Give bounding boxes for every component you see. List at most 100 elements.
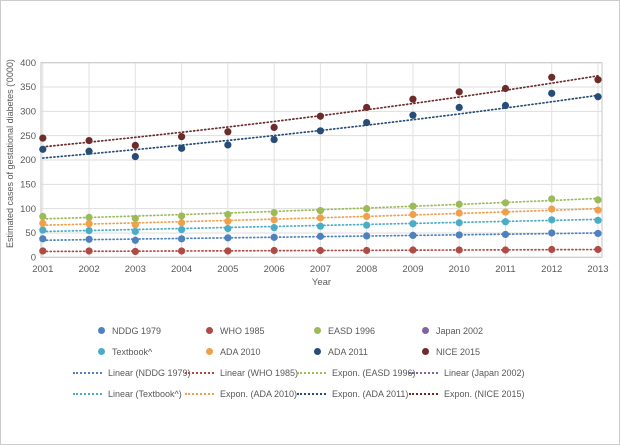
marker-textbook- bbox=[455, 219, 463, 227]
marker-nice-2015 bbox=[178, 133, 186, 141]
x-tick-label: 2007 bbox=[310, 264, 331, 275]
marker-ada-2010 bbox=[224, 217, 232, 225]
y-tick-label: 200 bbox=[20, 155, 36, 166]
marker-nice-2015 bbox=[85, 136, 93, 145]
legend-dot-icon bbox=[98, 327, 105, 334]
marker-easd-1996 bbox=[409, 202, 417, 210]
marker-easd-1996 bbox=[85, 213, 93, 222]
chart-plot-area: 0 50 100 150 200 250 300 350 400 2001 2002 2003 2004… bbox=[20, 58, 608, 275]
marker-who-1985 bbox=[85, 247, 93, 255]
marker-textbook- bbox=[131, 227, 139, 236]
marker-ada-2011 bbox=[270, 135, 278, 144]
y-tick-label: 100 bbox=[20, 204, 36, 215]
marker-nddg-1979 bbox=[455, 231, 463, 239]
marker-nice-2015 bbox=[409, 95, 417, 103]
legend-item-label: Textbook^ bbox=[112, 346, 153, 357]
marker-ada-2010 bbox=[455, 209, 463, 217]
marker-ada-2010 bbox=[131, 221, 139, 229]
marker-nddg-1979 bbox=[224, 234, 232, 242]
legend-item-label: EASD 1996 bbox=[328, 325, 376, 336]
legend-item-nice-2015: NICE 2015 bbox=[422, 345, 530, 358]
marker-easd-1996 bbox=[501, 199, 510, 207]
marker-who-1985 bbox=[224, 247, 232, 255]
x-tick-label: 2004 bbox=[171, 264, 192, 275]
legend-item-expon-ada-2011: Expon. (ADA 2011) bbox=[297, 387, 409, 400]
x-tick-label: 2005 bbox=[217, 264, 238, 275]
legend-item-label: Expon. (ADA 2010) bbox=[220, 388, 298, 399]
marker-nice-2015 bbox=[363, 103, 371, 112]
legend-item-japan-2002: Japan 2002 bbox=[422, 324, 530, 337]
y-tick-label: 0 bbox=[31, 253, 36, 264]
legend-item-expon-nice-2015: Expon. (NICE 2015) bbox=[409, 387, 525, 400]
marker-who-1985 bbox=[270, 246, 278, 255]
marker-who-1985 bbox=[131, 247, 139, 256]
marker-nddg-1979 bbox=[316, 232, 324, 240]
legend-dotted-line-icon bbox=[73, 392, 102, 395]
marker-easd-1996 bbox=[178, 212, 186, 220]
legend-item-label: WHO 1985 bbox=[220, 325, 265, 336]
marker-who-1985 bbox=[501, 246, 510, 254]
y-tick-label: 150 bbox=[20, 180, 36, 191]
x-tick-label: 2003 bbox=[125, 264, 146, 275]
marker-textbook- bbox=[270, 224, 278, 232]
marker-ada-2011 bbox=[85, 147, 93, 155]
marker-textbook- bbox=[316, 222, 324, 230]
legend-item-linear-textbook: Linear (Textbook^) bbox=[73, 387, 185, 400]
marker-ada-2011 bbox=[409, 111, 417, 119]
marker-who-1985 bbox=[316, 246, 324, 255]
legend-dotted-line-icon bbox=[297, 371, 326, 374]
marker-ada-2010 bbox=[85, 220, 93, 228]
legend-item-who-1985: WHO 1985 bbox=[206, 324, 314, 337]
legend-item-linear-nddg-1979: Linear (NDDG 1979) bbox=[73, 366, 191, 379]
y-tick-label: 350 bbox=[20, 82, 36, 93]
x-tick-label: 2012 bbox=[541, 264, 562, 275]
marker-nddg-1979 bbox=[131, 236, 139, 244]
y-tick-label: 400 bbox=[20, 58, 36, 69]
legend-dot-icon bbox=[314, 327, 321, 334]
marker-nddg-1979 bbox=[270, 233, 278, 241]
marker-textbook- bbox=[363, 221, 371, 229]
marker-ada-2010 bbox=[501, 208, 510, 216]
legend-item-label: Linear (Japan 2002) bbox=[444, 367, 525, 378]
x-tick-label: 2006 bbox=[264, 264, 285, 275]
marker-who-1985 bbox=[409, 246, 417, 254]
x-axis-title: Year bbox=[311, 277, 332, 288]
marker-textbook- bbox=[501, 218, 510, 226]
marker-nice-2015 bbox=[548, 73, 556, 81]
legend-item-linear-who-1985: Linear (WHO 1985) bbox=[185, 366, 298, 379]
legend-dot-icon bbox=[206, 348, 213, 355]
marker-ada-2011 bbox=[178, 144, 186, 152]
marker-ada-2011 bbox=[316, 127, 324, 135]
y-tick-label: 300 bbox=[20, 107, 36, 118]
marker-nice-2015 bbox=[316, 112, 324, 120]
marker-nice-2015 bbox=[39, 134, 47, 142]
legend-item-ada-2010: ADA 2010 bbox=[206, 345, 314, 358]
plot-border bbox=[40, 62, 603, 258]
legend-item-nddg-1979: NDDG 1979 bbox=[98, 324, 206, 337]
legend-item-label: Expon. (EASD 1996) bbox=[332, 367, 416, 378]
marker-nddg-1979 bbox=[409, 231, 417, 240]
marker-ada-2011 bbox=[501, 101, 510, 110]
y-tick-label: 50 bbox=[25, 228, 36, 239]
legend-item-linear-japan-2002: Linear (Japan 2002) bbox=[409, 366, 525, 379]
marker-who-1985 bbox=[594, 245, 602, 254]
marker-ada-2010 bbox=[316, 214, 324, 222]
legend-dotted-line-icon bbox=[73, 371, 102, 374]
marker-nice-2015 bbox=[131, 141, 139, 150]
legend-item-label: Expon. (NICE 2015) bbox=[444, 388, 525, 399]
legend-trendline-entries: Linear (NDDG 1979) Linear (WHO 1985) Expon… bbox=[73, 366, 619, 400]
marker-easd-1996 bbox=[594, 196, 602, 204]
marker-who-1985 bbox=[548, 245, 556, 254]
marker-ada-2011 bbox=[455, 103, 463, 112]
marker-ada-2011 bbox=[39, 145, 47, 153]
marker-nddg-1979 bbox=[548, 229, 556, 237]
marker-nddg-1979 bbox=[501, 230, 510, 239]
marker-easd-1996 bbox=[548, 195, 556, 203]
legend-dot-icon bbox=[422, 327, 429, 334]
marker-ada-2010 bbox=[594, 206, 602, 214]
marker-textbook- bbox=[594, 216, 602, 224]
legend-dot-icon bbox=[98, 348, 105, 355]
marker-ada-2011 bbox=[224, 141, 232, 149]
marker-ada-2010 bbox=[409, 210, 417, 219]
marker-nddg-1979 bbox=[85, 235, 93, 243]
